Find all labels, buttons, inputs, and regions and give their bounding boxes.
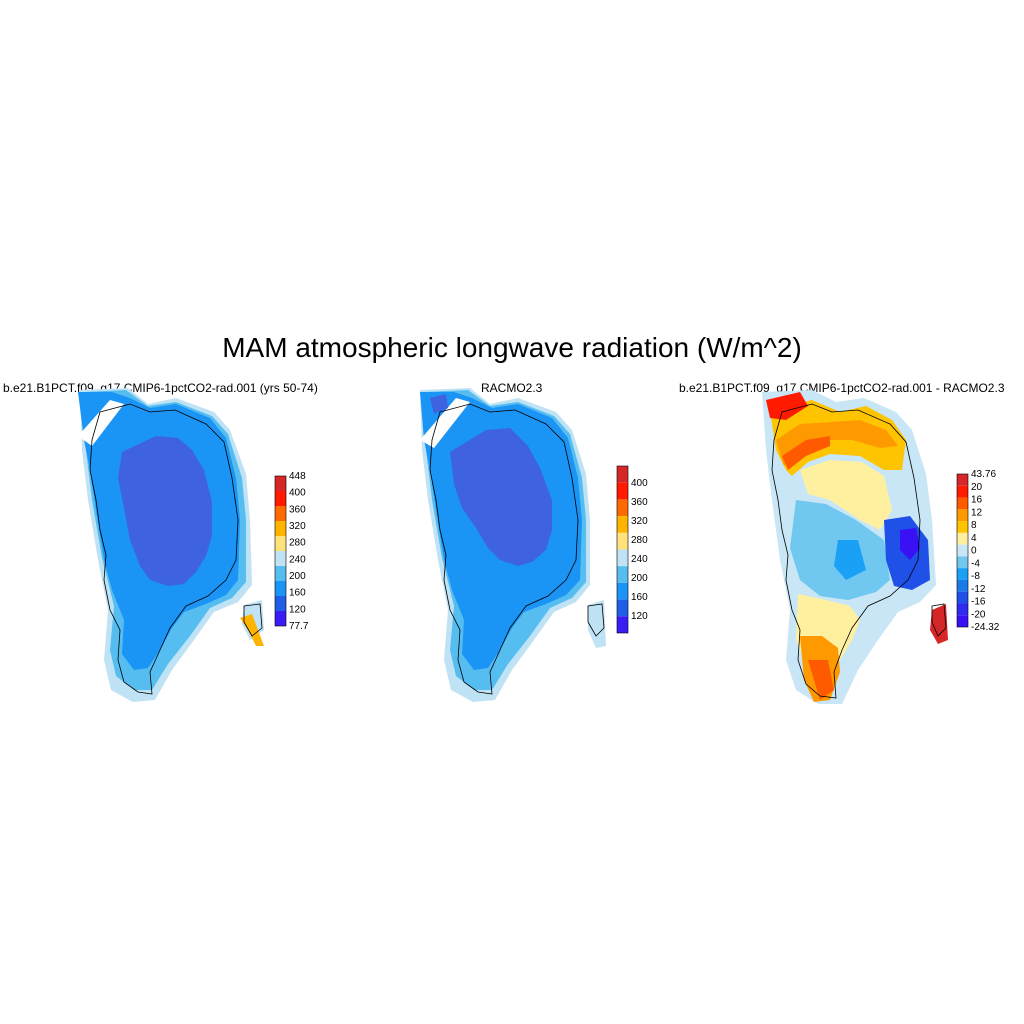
panel-3-orange-band <box>776 420 898 466</box>
colorbar-label: 20 <box>971 482 983 493</box>
colorbar-swatch <box>275 611 286 626</box>
panel-2-title: RACMO2.3 <box>481 381 543 395</box>
colorbar-swatch <box>275 551 286 566</box>
colorbar-swatch <box>617 549 628 567</box>
colorbar-label: 43.76 <box>971 469 996 480</box>
colorbar-swatch <box>275 581 286 596</box>
colorbar-label: 320 <box>289 521 306 532</box>
colorbar-swatch <box>275 476 286 491</box>
panel-2-coastline <box>429 403 579 695</box>
panel-1-island-warm <box>240 614 264 646</box>
colorbar-label: 16 <box>971 495 983 506</box>
colorbar-swatch <box>617 466 628 483</box>
panel-2-interior <box>450 428 552 566</box>
colorbar-swatch <box>617 582 628 600</box>
colorbar-label: 360 <box>289 504 306 515</box>
colorbar-swatch <box>957 603 968 616</box>
colorbar-swatch <box>957 532 968 545</box>
panel-3-map <box>762 390 948 704</box>
colorbar-swatch <box>957 579 968 592</box>
panel-1-colorbar: 448 400 360 320 280 240 200 160 120 77.7 <box>274 471 309 632</box>
colorbar-label: 12 <box>971 507 983 518</box>
colorbar-label: 280 <box>631 535 648 546</box>
colorbar-label: 320 <box>631 516 648 527</box>
colorbar-label: 448 <box>289 471 306 482</box>
colorbar-swatch <box>957 544 968 557</box>
colorbar-label: -12 <box>971 584 986 595</box>
panel-1-island-coast <box>243 603 263 637</box>
panel-1-coastline <box>89 403 239 695</box>
colorbar-label: 200 <box>289 571 306 582</box>
panel-1-map <box>78 388 264 702</box>
colorbar-label: 400 <box>289 488 306 499</box>
panel-1-interior <box>118 436 212 586</box>
panel-2-nw-patch <box>430 394 448 414</box>
colorbar-label: 240 <box>289 554 306 565</box>
colorbar-swatch <box>617 499 628 517</box>
colorbar-frame <box>274 475 287 627</box>
panel-1-white-gap <box>78 400 124 446</box>
colorbar-label: -20 <box>971 609 986 620</box>
colorbar-label: 400 <box>631 478 648 489</box>
colorbar-swatch <box>275 506 286 521</box>
colorbar-label: 200 <box>631 573 648 584</box>
colorbar-label: 4 <box>971 533 977 544</box>
panel-3-south-red <box>808 660 834 700</box>
colorbar-label: 77.7 <box>289 621 309 632</box>
colorbar-label: 0 <box>971 546 977 557</box>
colorbar-swatch <box>617 532 628 550</box>
panel-3-red-nw <box>766 392 808 420</box>
colorbar-swatch <box>957 615 968 627</box>
panel-3-island-coast <box>931 603 947 637</box>
colorbar-swatch <box>957 556 968 569</box>
panel-2-white-gap <box>420 398 470 448</box>
colorbar-swatch <box>957 497 968 510</box>
panel-3-east-deep <box>900 528 920 560</box>
colorbar-swatch <box>617 616 628 633</box>
panel-2-map <box>420 388 606 702</box>
colorbar-swatch <box>275 566 286 581</box>
colorbar-swatch <box>957 474 968 486</box>
colorbar-label: 8 <box>971 520 977 531</box>
colorbar-label: -24.32 <box>971 622 1000 633</box>
colorbar-swatch <box>957 591 968 604</box>
colorbar-swatch <box>957 521 968 533</box>
panel-3-blue-patch <box>834 540 866 580</box>
colorbar-swatch <box>275 491 286 506</box>
colorbar-label: 280 <box>289 538 306 549</box>
colorbar-swatch <box>617 599 628 617</box>
colorbar-swatch <box>957 509 968 522</box>
colorbar-label: 160 <box>631 592 648 603</box>
panel-2-island-coast <box>587 603 605 637</box>
colorbar-swatch <box>275 596 286 611</box>
panel-3-coastline <box>771 403 921 699</box>
colorbar-swatch <box>275 536 286 551</box>
colorbar-swatch <box>957 568 968 580</box>
colorbar-frame <box>616 465 629 634</box>
colorbar-label: 120 <box>631 611 648 622</box>
panel-3-red-band <box>782 436 830 470</box>
colorbar-swatch <box>617 516 628 533</box>
colorbar-label: 240 <box>631 554 648 565</box>
colorbar-swatch <box>617 482 628 500</box>
colorbar-label: -8 <box>971 571 980 582</box>
panel-3-island <box>930 604 948 644</box>
panel-3-title: b.e21.B1PCT.f09_g17.CMIP6-1pctCO2-rad.00… <box>679 381 1005 395</box>
colorbar-frame <box>956 473 969 628</box>
colorbar-label: 120 <box>289 604 306 615</box>
panel-2-island <box>588 600 606 648</box>
colorbar-label: -16 <box>971 597 986 608</box>
colorbar-label: 160 <box>289 588 306 599</box>
colorbar-swatch <box>275 521 286 536</box>
colorbar-swatch <box>617 566 628 583</box>
panel-2-colorbar: 400 360 320 280 240 200 160 120 <box>616 465 648 634</box>
colorbar-label: -4 <box>971 558 980 569</box>
panel-3-yellow-zone <box>800 460 892 530</box>
colorbar-label: 360 <box>631 497 648 508</box>
colorbar-swatch <box>957 485 968 498</box>
figure-title: MAM atmospheric longwave radiation (W/m^… <box>222 332 802 363</box>
